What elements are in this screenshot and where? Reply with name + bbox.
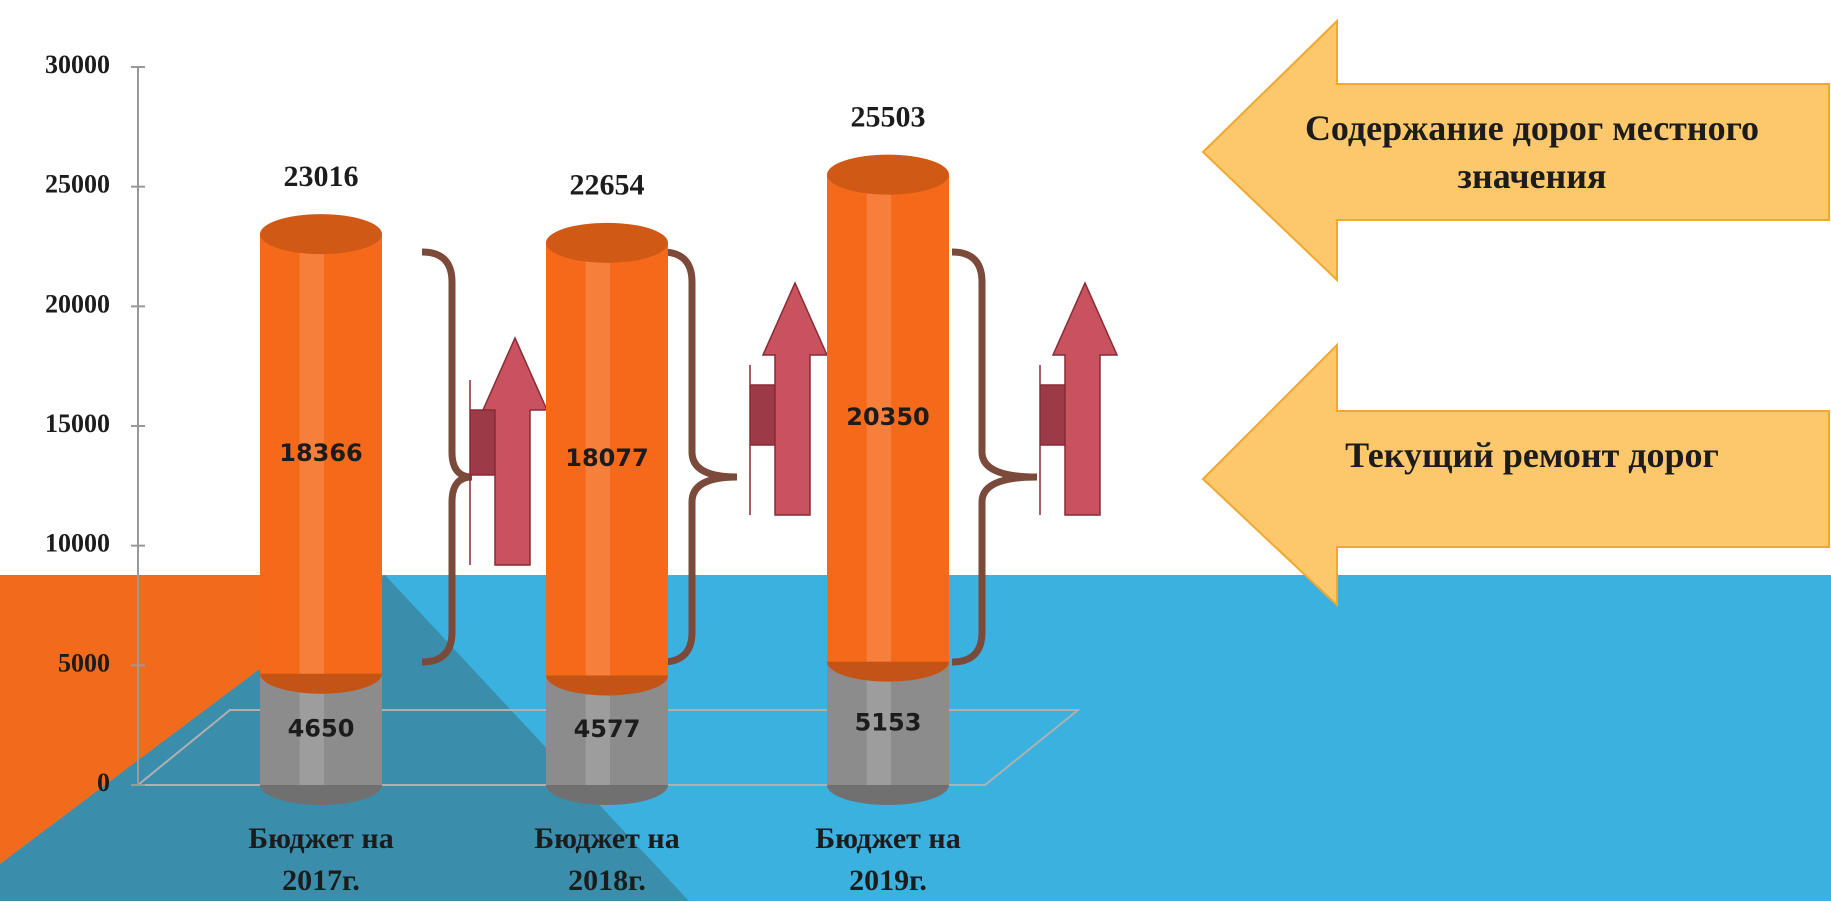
- y-tick-label: 5000: [58, 648, 110, 677]
- y-tick-label: 25000: [45, 170, 110, 199]
- value-label: 20350: [846, 403, 930, 431]
- total-label: 23016: [284, 160, 359, 193]
- bar-highlight: [866, 174, 892, 662]
- cylinder-segment: [260, 214, 382, 694]
- growth-arrows: [469, 281, 1119, 566]
- legend-label: Текущий ремонт дорог: [1345, 435, 1719, 475]
- value-label: 4650: [288, 714, 355, 742]
- y-tick-label: 0: [97, 768, 110, 797]
- legend-arrow: [1201, 18, 1830, 283]
- legend-label: Содержание дорог местного значения: [1304, 108, 1760, 196]
- cylinder-top: [546, 222, 668, 263]
- brackets: [421, 248, 1038, 666]
- x-tick-label: Бюджет на 2017г.: [248, 822, 394, 897]
- value-label: 18077: [565, 444, 649, 472]
- cylinder-top: [260, 214, 382, 255]
- cylinder-segment: [546, 222, 668, 696]
- x-tick-label: Бюджет на 2019г.: [815, 822, 961, 897]
- y-tick-label: 15000: [45, 409, 110, 438]
- bar: [546, 242, 668, 676]
- y-tick-label: 30000: [45, 50, 110, 79]
- x-tick-label: Бюджет на 2018г.: [534, 822, 680, 897]
- bar: [827, 174, 949, 662]
- y-tick-label: 20000: [45, 289, 110, 318]
- cylinder-segment: [827, 154, 949, 682]
- value-label: 18366: [279, 439, 363, 467]
- total-label: 22654: [570, 169, 645, 202]
- bar: [827, 661, 949, 785]
- floor: [135, 709, 1081, 786]
- bar-highlight: [585, 242, 611, 676]
- cylinder-segment: [827, 661, 949, 805]
- value-label: 4577: [574, 715, 641, 743]
- total-label: 25503: [851, 101, 926, 134]
- bar-highlight: [866, 661, 892, 785]
- value-label: 5153: [855, 708, 922, 736]
- bar-highlight: [299, 234, 325, 674]
- y-tick-label: 10000: [45, 529, 110, 558]
- legend-arrow: [1201, 342, 1830, 608]
- bar: [260, 234, 382, 674]
- cylinder-top: [827, 154, 949, 195]
